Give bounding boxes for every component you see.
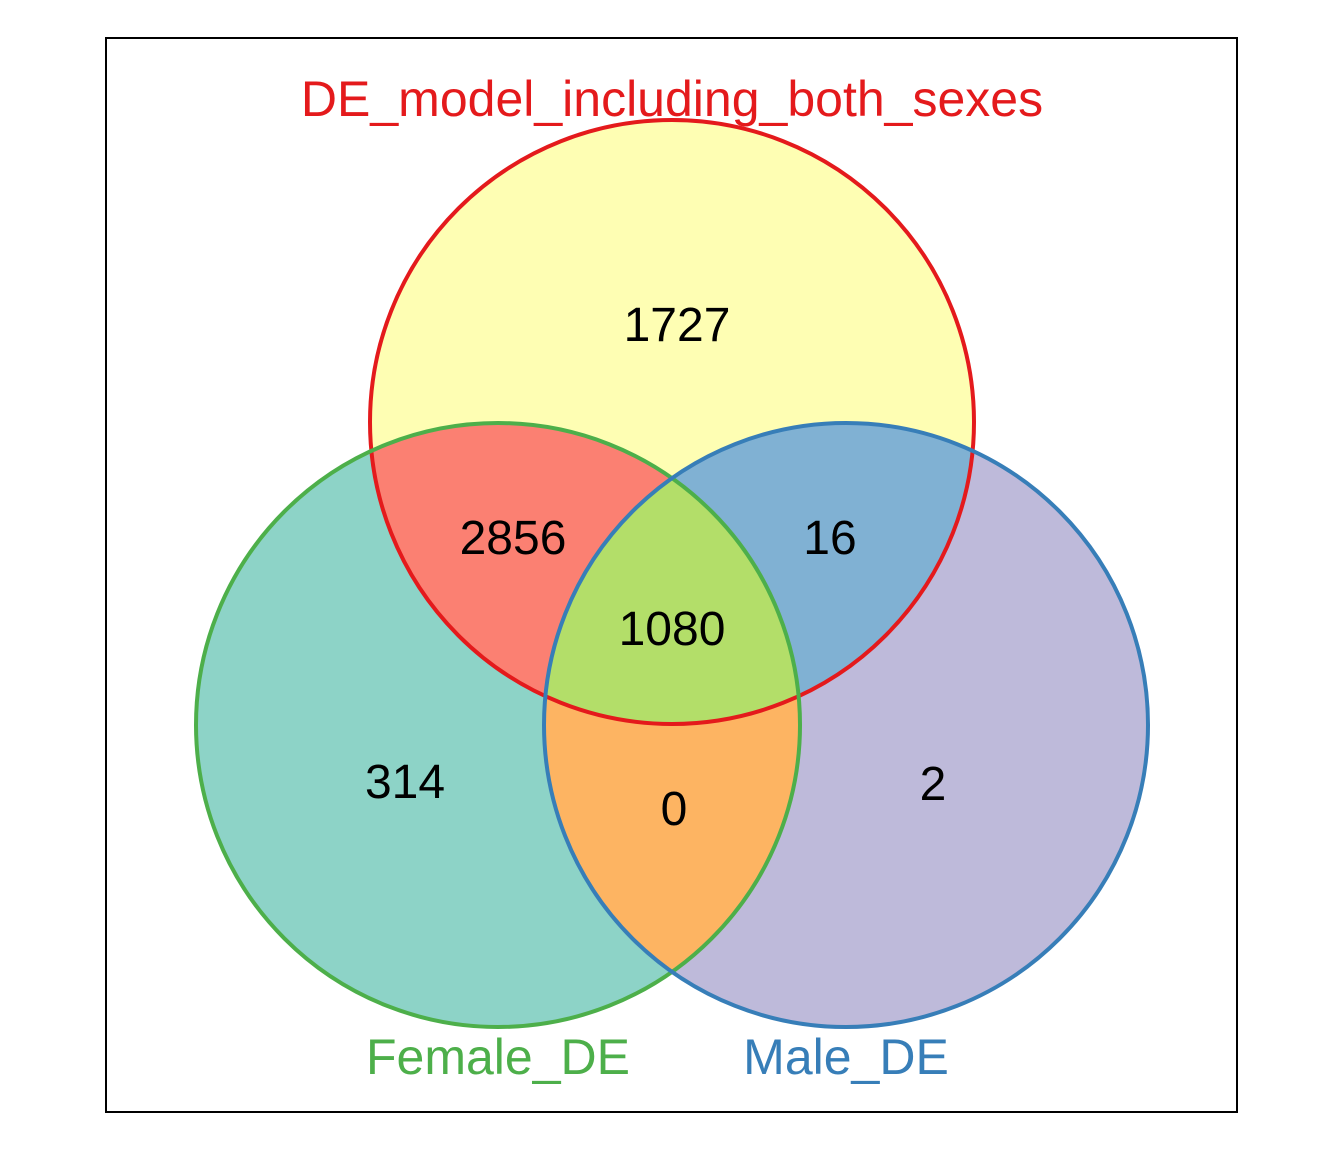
region-all-three-fill [544, 423, 800, 724]
set-top-outline [368, 118, 976, 726]
set-right-label: Male_DE [743, 1029, 949, 1085]
set-top-label: DE_model_including_both_sexes [301, 71, 1043, 127]
set-left-label: Female_DE [366, 1029, 630, 1085]
set-right-outline [542, 421, 1150, 1029]
count-all-three: 1080 [619, 603, 726, 656]
count-top-only: 1727 [624, 299, 731, 352]
count-left-right: 0 [661, 783, 688, 836]
count-top-left: 2856 [460, 512, 567, 565]
set-left-outline [194, 421, 802, 1029]
count-right-only: 2 [920, 758, 947, 811]
count-top-right: 16 [803, 512, 856, 565]
count-left-only: 314 [365, 756, 445, 809]
